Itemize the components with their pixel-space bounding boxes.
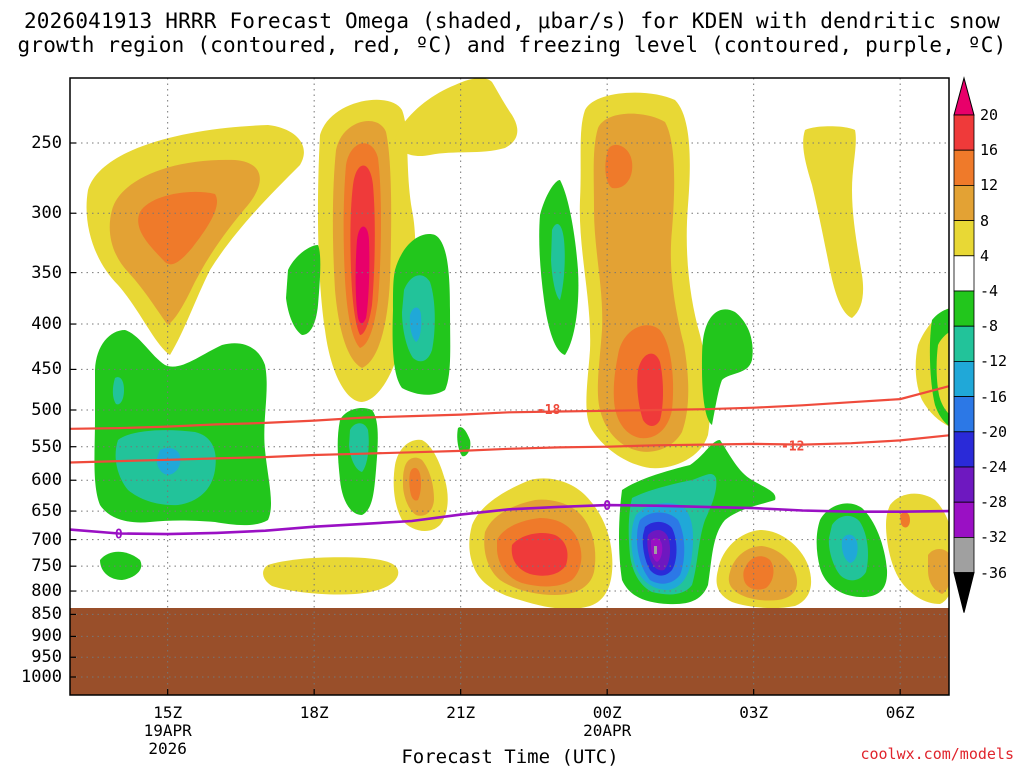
colorbar-tick-label: 8	[980, 211, 990, 230]
colorbar-swatch	[953, 184, 975, 221]
colorbar-tick-label: -4	[980, 282, 999, 300]
colorbar-cap-top	[953, 76, 975, 116]
omega-blob-20z	[409, 467, 422, 501]
y-tick-label: 650	[31, 501, 62, 522]
contour-lines: -18 -12 0 0	[69, 385, 950, 543]
chart-title-line-1: 2026041913 HRRR Forecast Omega (shaded, …	[23, 9, 1001, 33]
colorbar-tick-label: -12	[980, 352, 1008, 371]
colorbar-swatch	[953, 220, 975, 257]
chart-title-line-2: growth region (contoured, red, ºC) and f…	[17, 33, 1007, 57]
y-tick-label: 600	[31, 470, 62, 491]
colorbar-swatch	[953, 290, 975, 327]
omega-downdraft-23z	[551, 224, 565, 300]
colorbar	[953, 76, 975, 613]
grid	[70, 78, 949, 695]
y-tick-label: 800	[31, 581, 62, 602]
watermark: coolwx.com/models	[860, 745, 1014, 763]
colorbar-tick-label: 16	[980, 141, 999, 160]
omega-lobe-left-upper	[138, 191, 218, 265]
y-tick-label: 750	[31, 556, 62, 577]
contour-label: 0	[115, 528, 123, 543]
y-tick-label: 300	[31, 203, 62, 224]
colorbar-tick-label: -20	[980, 422, 1008, 441]
omega-downdraft-left	[112, 377, 124, 405]
colorbar-swatch	[953, 537, 975, 574]
omega-downdraft-20z	[409, 307, 422, 342]
x-tick-label: 18Z	[299, 703, 329, 722]
x-tick-label: 2026	[148, 739, 187, 758]
omega-streak-03z	[803, 126, 864, 318]
y-tick-label: 850	[31, 604, 62, 625]
colorbar-tick-label: 20	[980, 106, 999, 124]
x-tick-label: 21Z	[446, 703, 476, 722]
colorbar-tick-label: 4	[980, 246, 990, 265]
omega-column-00z	[637, 353, 663, 426]
y-tick-label: 400	[31, 314, 62, 335]
x-axis-label: Forecast Time (UTC)	[401, 746, 619, 768]
colorbar-swatch	[953, 396, 975, 433]
terrain-fill	[70, 608, 949, 695]
plot-frame	[69, 77, 950, 696]
dgz-contour	[69, 385, 950, 430]
x-tick-label: 15Z	[153, 703, 183, 722]
contour-label: 0	[603, 499, 611, 514]
omega-downdraft-02z	[702, 309, 753, 425]
colorbar-swatch	[953, 431, 975, 468]
omega-downdraft-01z	[654, 546, 657, 554]
omega-updraft-03z	[743, 556, 774, 590]
omega-right-edge	[928, 549, 949, 594]
omega-updraft-23z	[511, 533, 568, 576]
colorbar-swatch	[953, 325, 975, 362]
omega-downdraft-21z-small	[457, 427, 471, 457]
x-tick-label: 03Z	[739, 703, 769, 722]
colorbar-tick-label: -16	[980, 387, 1008, 406]
y-tick-label: 900	[31, 626, 62, 647]
y-tick-label: 350	[31, 262, 62, 283]
colorbar-tick-label: -24	[980, 458, 1008, 476]
omega-band-21z	[395, 78, 518, 157]
colorbar-tick-label: -28	[980, 493, 1008, 512]
y-tick-label: 550	[31, 436, 62, 457]
colorbar-cap-bottom	[953, 572, 975, 613]
y-tick-label: 250	[31, 133, 62, 153]
colorbar-tick-label: 12	[980, 176, 999, 195]
omega-downdraft-left	[156, 448, 181, 475]
colorbar-swatch	[953, 149, 975, 186]
omega-downdraft-18z	[286, 245, 321, 335]
y-tick-label: 950	[31, 647, 62, 668]
axis-ticks	[70, 142, 901, 695]
omega-downdraft-19z-low	[349, 423, 369, 472]
x-tick-label: 00Z	[592, 703, 622, 722]
x-tick-label: 19APR	[143, 721, 192, 740]
contour-label: -18	[537, 403, 561, 418]
dgz-contour	[69, 434, 950, 464]
x-tick-label: 06Z	[885, 703, 915, 722]
colorbar-swatch	[953, 114, 975, 151]
omega-shading	[86, 78, 949, 609]
colorbar-swatch	[953, 360, 975, 397]
y-tick-label: 1000	[21, 667, 62, 687]
omega-band-low-left	[263, 557, 399, 595]
y-tick-label: 700	[31, 529, 62, 550]
colorbar-swatch	[953, 466, 975, 503]
colorbar-swatch	[953, 255, 975, 292]
contour-label: -12	[781, 439, 804, 454]
omega-right-edge	[900, 512, 910, 528]
y-tick-label: 450	[31, 359, 62, 380]
omega-column-00z	[605, 144, 633, 189]
y-tick-label: 500	[31, 400, 62, 420]
colorbar-tick-label: -32	[980, 528, 1008, 547]
omega-column-19z	[355, 226, 370, 324]
omega-downdraft-05z	[841, 534, 858, 563]
colorbar-tick-label: -8	[980, 317, 999, 336]
colorbar-swatch	[953, 501, 975, 538]
x-tick-label: 20APR	[583, 721, 632, 740]
freezing-level-contour	[69, 503, 950, 536]
colorbar-tick-label: -36	[980, 563, 1008, 582]
omega-downdraft-right-edge	[936, 332, 949, 414]
